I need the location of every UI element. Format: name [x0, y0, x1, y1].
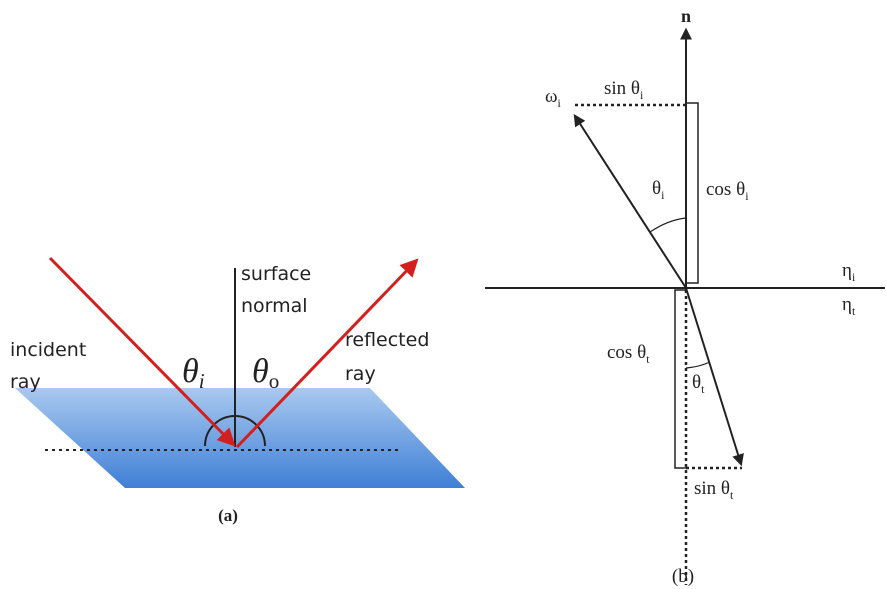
incident-ray: [575, 116, 686, 288]
subscript: o: [269, 369, 280, 393]
label: ray: [10, 371, 41, 393]
subscript: i: [640, 89, 644, 102]
subscript: t: [646, 353, 650, 366]
label: normal: [241, 295, 308, 317]
symbol: η: [842, 294, 852, 315]
label: sin θi: [604, 78, 644, 102]
symbol: θ: [252, 353, 269, 390]
panel-b: n ωi sin θi cos θi θi ηi ηt cos θt θt si…: [485, 6, 885, 587]
label: ηt: [842, 294, 856, 318]
label: ωi: [545, 86, 562, 110]
label: θi: [652, 178, 665, 202]
caption: (b): [672, 566, 694, 587]
panel-a: surface normal incident ray reflected ra…: [10, 258, 465, 525]
subscript: i: [852, 271, 856, 284]
subscript: i: [558, 97, 562, 110]
text: sin θ: [604, 78, 640, 99]
label: surface: [241, 263, 311, 285]
symbol: θ: [692, 372, 701, 393]
symbol: η: [842, 260, 852, 281]
subscript: i: [661, 189, 665, 202]
subscript: i: [745, 190, 749, 203]
angle-label: θi: [182, 353, 205, 393]
subscript: t: [701, 383, 705, 396]
label: ηi: [842, 260, 856, 284]
subscript: i: [199, 369, 205, 393]
angle-arc: [650, 218, 686, 232]
label: cos θt: [607, 342, 650, 366]
diagram: surface normal incident ray reflected ra…: [0, 0, 886, 589]
symbol: θ: [182, 353, 199, 390]
subscript: t: [852, 305, 856, 318]
cos-bracket: [675, 290, 686, 468]
label: cos θi: [706, 179, 749, 203]
symbol: θ: [652, 178, 661, 199]
symbol: ω: [545, 86, 558, 107]
angle-label: θo: [252, 353, 279, 393]
cos-bracket: [686, 103, 698, 283]
label: incident: [10, 339, 86, 361]
surface: [15, 388, 465, 488]
label: n: [681, 6, 691, 26]
subscript: t: [730, 489, 734, 502]
label: ray: [345, 363, 376, 385]
text: sin θ: [694, 478, 730, 499]
caption: (a): [218, 506, 238, 525]
text: cos θ: [607, 342, 646, 363]
label: reflected: [345, 329, 429, 351]
label: θt: [692, 372, 705, 396]
text: cos θ: [706, 179, 745, 200]
angle-arc: [686, 362, 710, 368]
label: sin θt: [694, 478, 734, 502]
